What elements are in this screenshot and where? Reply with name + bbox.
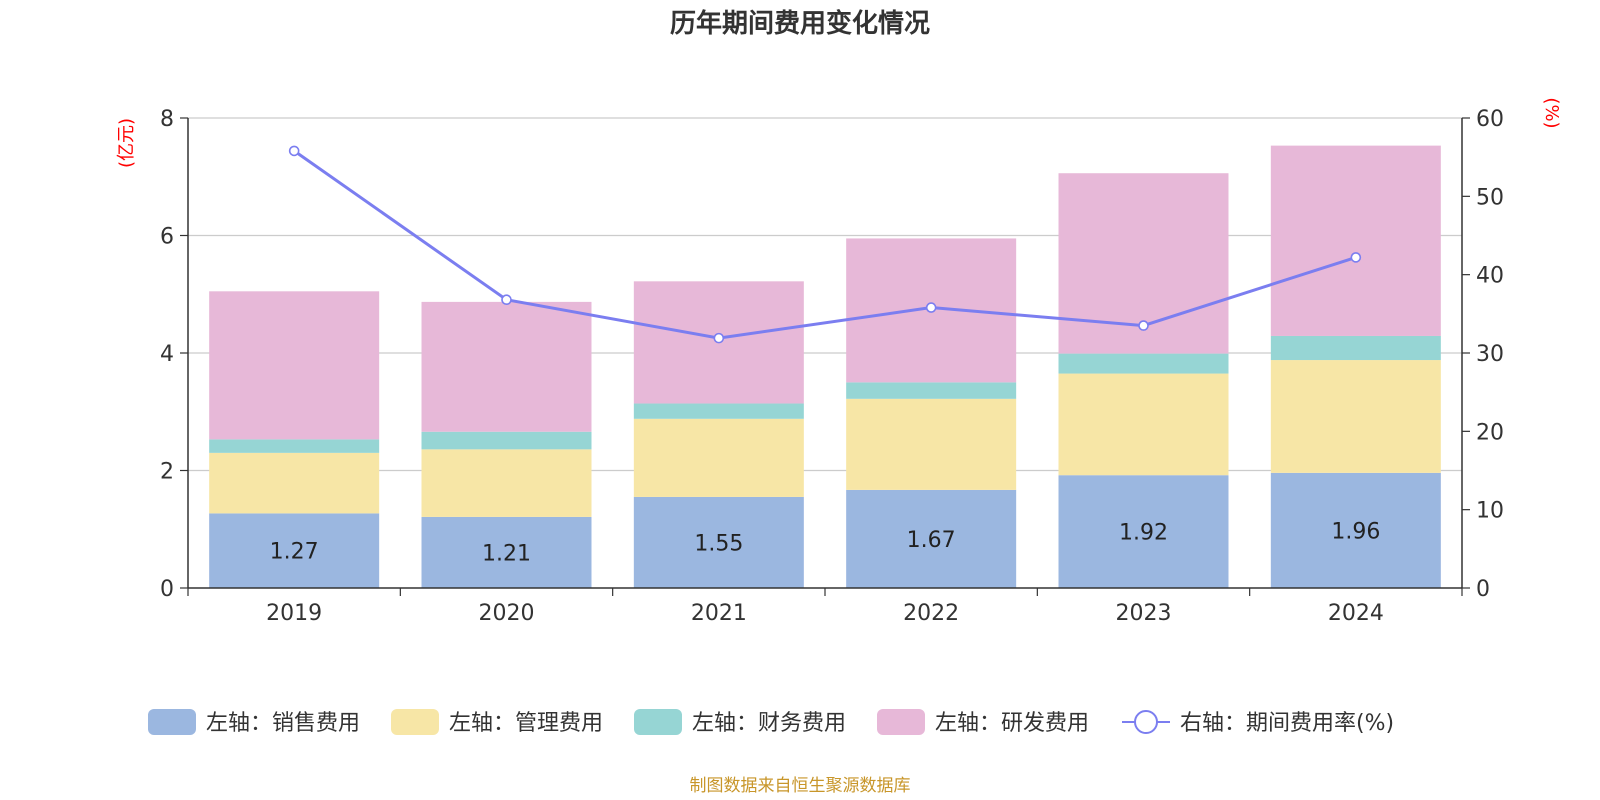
- right-tick-label: 30: [1476, 342, 1504, 367]
- left-tick-label: 0: [160, 577, 174, 602]
- bar-0-2021: [633, 496, 804, 588]
- x-tick-label: 2019: [266, 601, 322, 626]
- bar-value-label: 1.27: [270, 540, 319, 565]
- axes: 0 2 4 6 8 0 10 20 30 40 50 60 2019 2020 2021 2022 2023 20…: [160, 107, 1504, 626]
- left-tick-label: 4: [160, 342, 174, 367]
- bar-0-2022: [846, 489, 1017, 588]
- rate-point-2019: [288, 145, 300, 157]
- legend-label: 左轴：管理费用: [449, 711, 603, 736]
- bar-value-label: 1.67: [907, 528, 956, 553]
- legend-swatch-0: [148, 709, 196, 735]
- x-tick-label: 2024: [1328, 601, 1384, 626]
- bar-3-2024: [1270, 145, 1441, 336]
- legend-label: 右轴：期间费用率(%): [1180, 711, 1394, 736]
- rate-line-series: [288, 145, 1362, 344]
- bar-1-2023: [1058, 373, 1229, 476]
- rate-line: [293, 149, 1357, 340]
- right-tick-label: 10: [1476, 499, 1504, 524]
- legend-swatch-1: [391, 709, 439, 735]
- bar-value-label: 1.92: [1119, 521, 1168, 546]
- rate-point-2020: [501, 294, 512, 306]
- right-tick-label: 40: [1476, 264, 1504, 289]
- legend-swatch-3: [877, 709, 925, 735]
- left-tick-label: 6: [160, 225, 174, 250]
- bar-value-label: 1.21: [482, 541, 531, 566]
- legend-swatch-2: [634, 709, 682, 735]
- source-note: 制图数据来自恒生聚源数据库: [690, 776, 911, 796]
- bar-0-2019: [209, 513, 380, 588]
- right-tick-label: 60: [1476, 107, 1504, 132]
- bar-1-2021: [633, 418, 804, 497]
- bars: 1.27 1.21 1.55 1.67 1.92 1.96: [209, 145, 1441, 588]
- left-tick-label: 8: [160, 107, 174, 132]
- legend: 左轴：销售费用 左轴：管理费用 左轴：财务费用 左轴：研发费用 右轴：期间费用率(%): [148, 709, 1394, 736]
- bar-0-2023: [1058, 475, 1229, 588]
- bar-0-2024: [1270, 472, 1441, 588]
- bar-3-2020: [421, 301, 592, 432]
- rate-point-2023: [1138, 320, 1149, 331]
- bar-2-2024: [1270, 335, 1441, 361]
- legend-label: 左轴：销售费用: [206, 711, 360, 736]
- x-tick-label: 2023: [1116, 601, 1172, 626]
- right-tick-label: 50: [1476, 185, 1504, 210]
- bar-value-label: 1.55: [694, 531, 743, 556]
- left-axis-unit: (亿元): [116, 118, 137, 168]
- bar-2-2020: [421, 431, 592, 450]
- bar-2-2022: [846, 382, 1017, 399]
- bar-3-2019: [209, 291, 380, 440]
- bar-1-2019: [209, 452, 380, 514]
- x-tick-label: 2020: [479, 601, 535, 626]
- grid-lines: [188, 117, 1462, 472]
- bar-1-2024: [1270, 360, 1441, 473]
- chart-title: 历年期间费用变化情况: [670, 8, 930, 39]
- rate-point-2024: [1350, 252, 1362, 263]
- bar-1-2022: [846, 398, 1017, 490]
- x-tick-label: 2022: [903, 601, 959, 626]
- legend-label: 左轴：财务费用: [692, 711, 846, 736]
- bar-2-2023: [1058, 353, 1229, 374]
- x-tick-label: 2021: [691, 601, 747, 626]
- legend-marker-icon: [1134, 710, 1158, 734]
- right-axis-unit: (%): [1541, 97, 1562, 128]
- bar-value-label: 1.96: [1331, 519, 1380, 544]
- rate-point-2022: [925, 302, 937, 313]
- right-tick-label: 20: [1476, 420, 1504, 445]
- bar-0-2020: [421, 516, 592, 588]
- bar-2-2021: [633, 403, 804, 419]
- rate-point-2021: [713, 332, 725, 344]
- right-tick-label: 0: [1476, 577, 1490, 602]
- left-tick-label: 2: [160, 460, 174, 485]
- legend-label: 左轴：研发费用: [935, 711, 1089, 736]
- bar-1-2020: [421, 449, 592, 517]
- bar-2-2019: [209, 439, 380, 453]
